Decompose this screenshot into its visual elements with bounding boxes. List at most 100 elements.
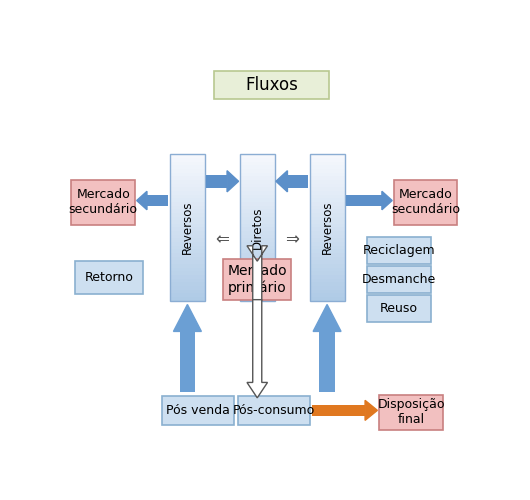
Bar [223, 259, 291, 300]
Bar [240, 246, 275, 250]
Bar [310, 268, 344, 272]
Bar [379, 395, 443, 430]
Bar [310, 194, 344, 198]
Polygon shape [276, 170, 287, 192]
Bar [240, 220, 275, 224]
Bar [240, 162, 275, 166]
Bar [240, 216, 275, 220]
Text: Disposição
final: Disposição final [377, 398, 445, 426]
Bar [240, 166, 275, 169]
Bar [240, 231, 275, 235]
Bar [240, 213, 275, 216]
Text: Reversos: Reversos [181, 200, 194, 254]
Bar [170, 231, 205, 235]
Bar [310, 250, 344, 253]
Text: Reuso: Reuso [380, 302, 418, 315]
Bar [240, 194, 275, 198]
Bar [310, 191, 344, 194]
Bar [170, 275, 205, 278]
Bar [394, 180, 457, 224]
Bar [75, 261, 143, 294]
Bar [170, 166, 205, 169]
Bar [240, 278, 275, 282]
Bar [310, 242, 344, 246]
Bar [310, 294, 344, 297]
Bar [240, 253, 275, 256]
Bar [170, 172, 205, 176]
Bar [170, 228, 205, 231]
Bar [310, 198, 344, 202]
Bar [170, 256, 205, 260]
Bar [240, 294, 275, 297]
Bar [170, 191, 205, 194]
Bar [170, 187, 205, 191]
Bar [170, 154, 205, 300]
Bar [240, 268, 275, 272]
Bar [310, 260, 344, 264]
Bar [170, 169, 205, 172]
Bar [170, 286, 205, 290]
Bar [367, 237, 431, 264]
Bar [310, 282, 344, 286]
Text: Pós venda: Pós venda [166, 404, 229, 417]
Bar [240, 228, 275, 231]
Bar [170, 198, 205, 202]
Bar [310, 228, 344, 231]
Bar [240, 169, 275, 172]
Bar [214, 70, 329, 100]
Bar [310, 246, 344, 250]
Bar [170, 260, 205, 264]
Bar [240, 297, 275, 300]
Bar [240, 272, 275, 275]
Bar [240, 154, 275, 158]
Bar [310, 154, 344, 158]
Bar [310, 169, 344, 172]
Bar [319, 332, 335, 392]
Bar [310, 162, 344, 166]
Bar [310, 264, 344, 268]
Bar [310, 256, 344, 260]
Bar [170, 162, 205, 166]
Bar [170, 158, 205, 162]
Bar [170, 180, 205, 184]
Bar [180, 332, 195, 392]
Bar [240, 209, 275, 213]
Text: ⇒: ⇒ [285, 230, 299, 248]
Polygon shape [137, 192, 147, 210]
Text: Mercado
primário: Mercado primário [227, 264, 287, 295]
Bar [240, 184, 275, 187]
Text: Reciclagem: Reciclagem [363, 244, 435, 257]
Bar [240, 224, 275, 228]
Bar [367, 266, 431, 293]
Bar [170, 220, 205, 224]
Bar [310, 166, 344, 169]
Bar [287, 174, 308, 188]
Bar [310, 216, 344, 220]
Bar [310, 220, 344, 224]
Bar [310, 209, 344, 213]
Bar [240, 238, 275, 242]
Bar [240, 256, 275, 260]
Bar [240, 154, 275, 300]
Bar [312, 404, 365, 416]
Bar [206, 174, 227, 188]
Polygon shape [313, 304, 341, 332]
Bar [240, 202, 275, 205]
Bar [310, 202, 344, 205]
Bar [310, 297, 344, 300]
Bar [310, 224, 344, 228]
Polygon shape [247, 246, 268, 300]
Bar [170, 297, 205, 300]
Bar [170, 213, 205, 216]
Bar [310, 238, 344, 242]
Bar [240, 242, 275, 246]
Bar [170, 176, 205, 180]
Bar [238, 396, 310, 425]
Bar [147, 194, 169, 206]
Bar [240, 191, 275, 194]
Bar [170, 264, 205, 268]
Polygon shape [173, 304, 201, 332]
Bar [367, 295, 431, 322]
Bar [310, 278, 344, 282]
Bar [170, 290, 205, 294]
